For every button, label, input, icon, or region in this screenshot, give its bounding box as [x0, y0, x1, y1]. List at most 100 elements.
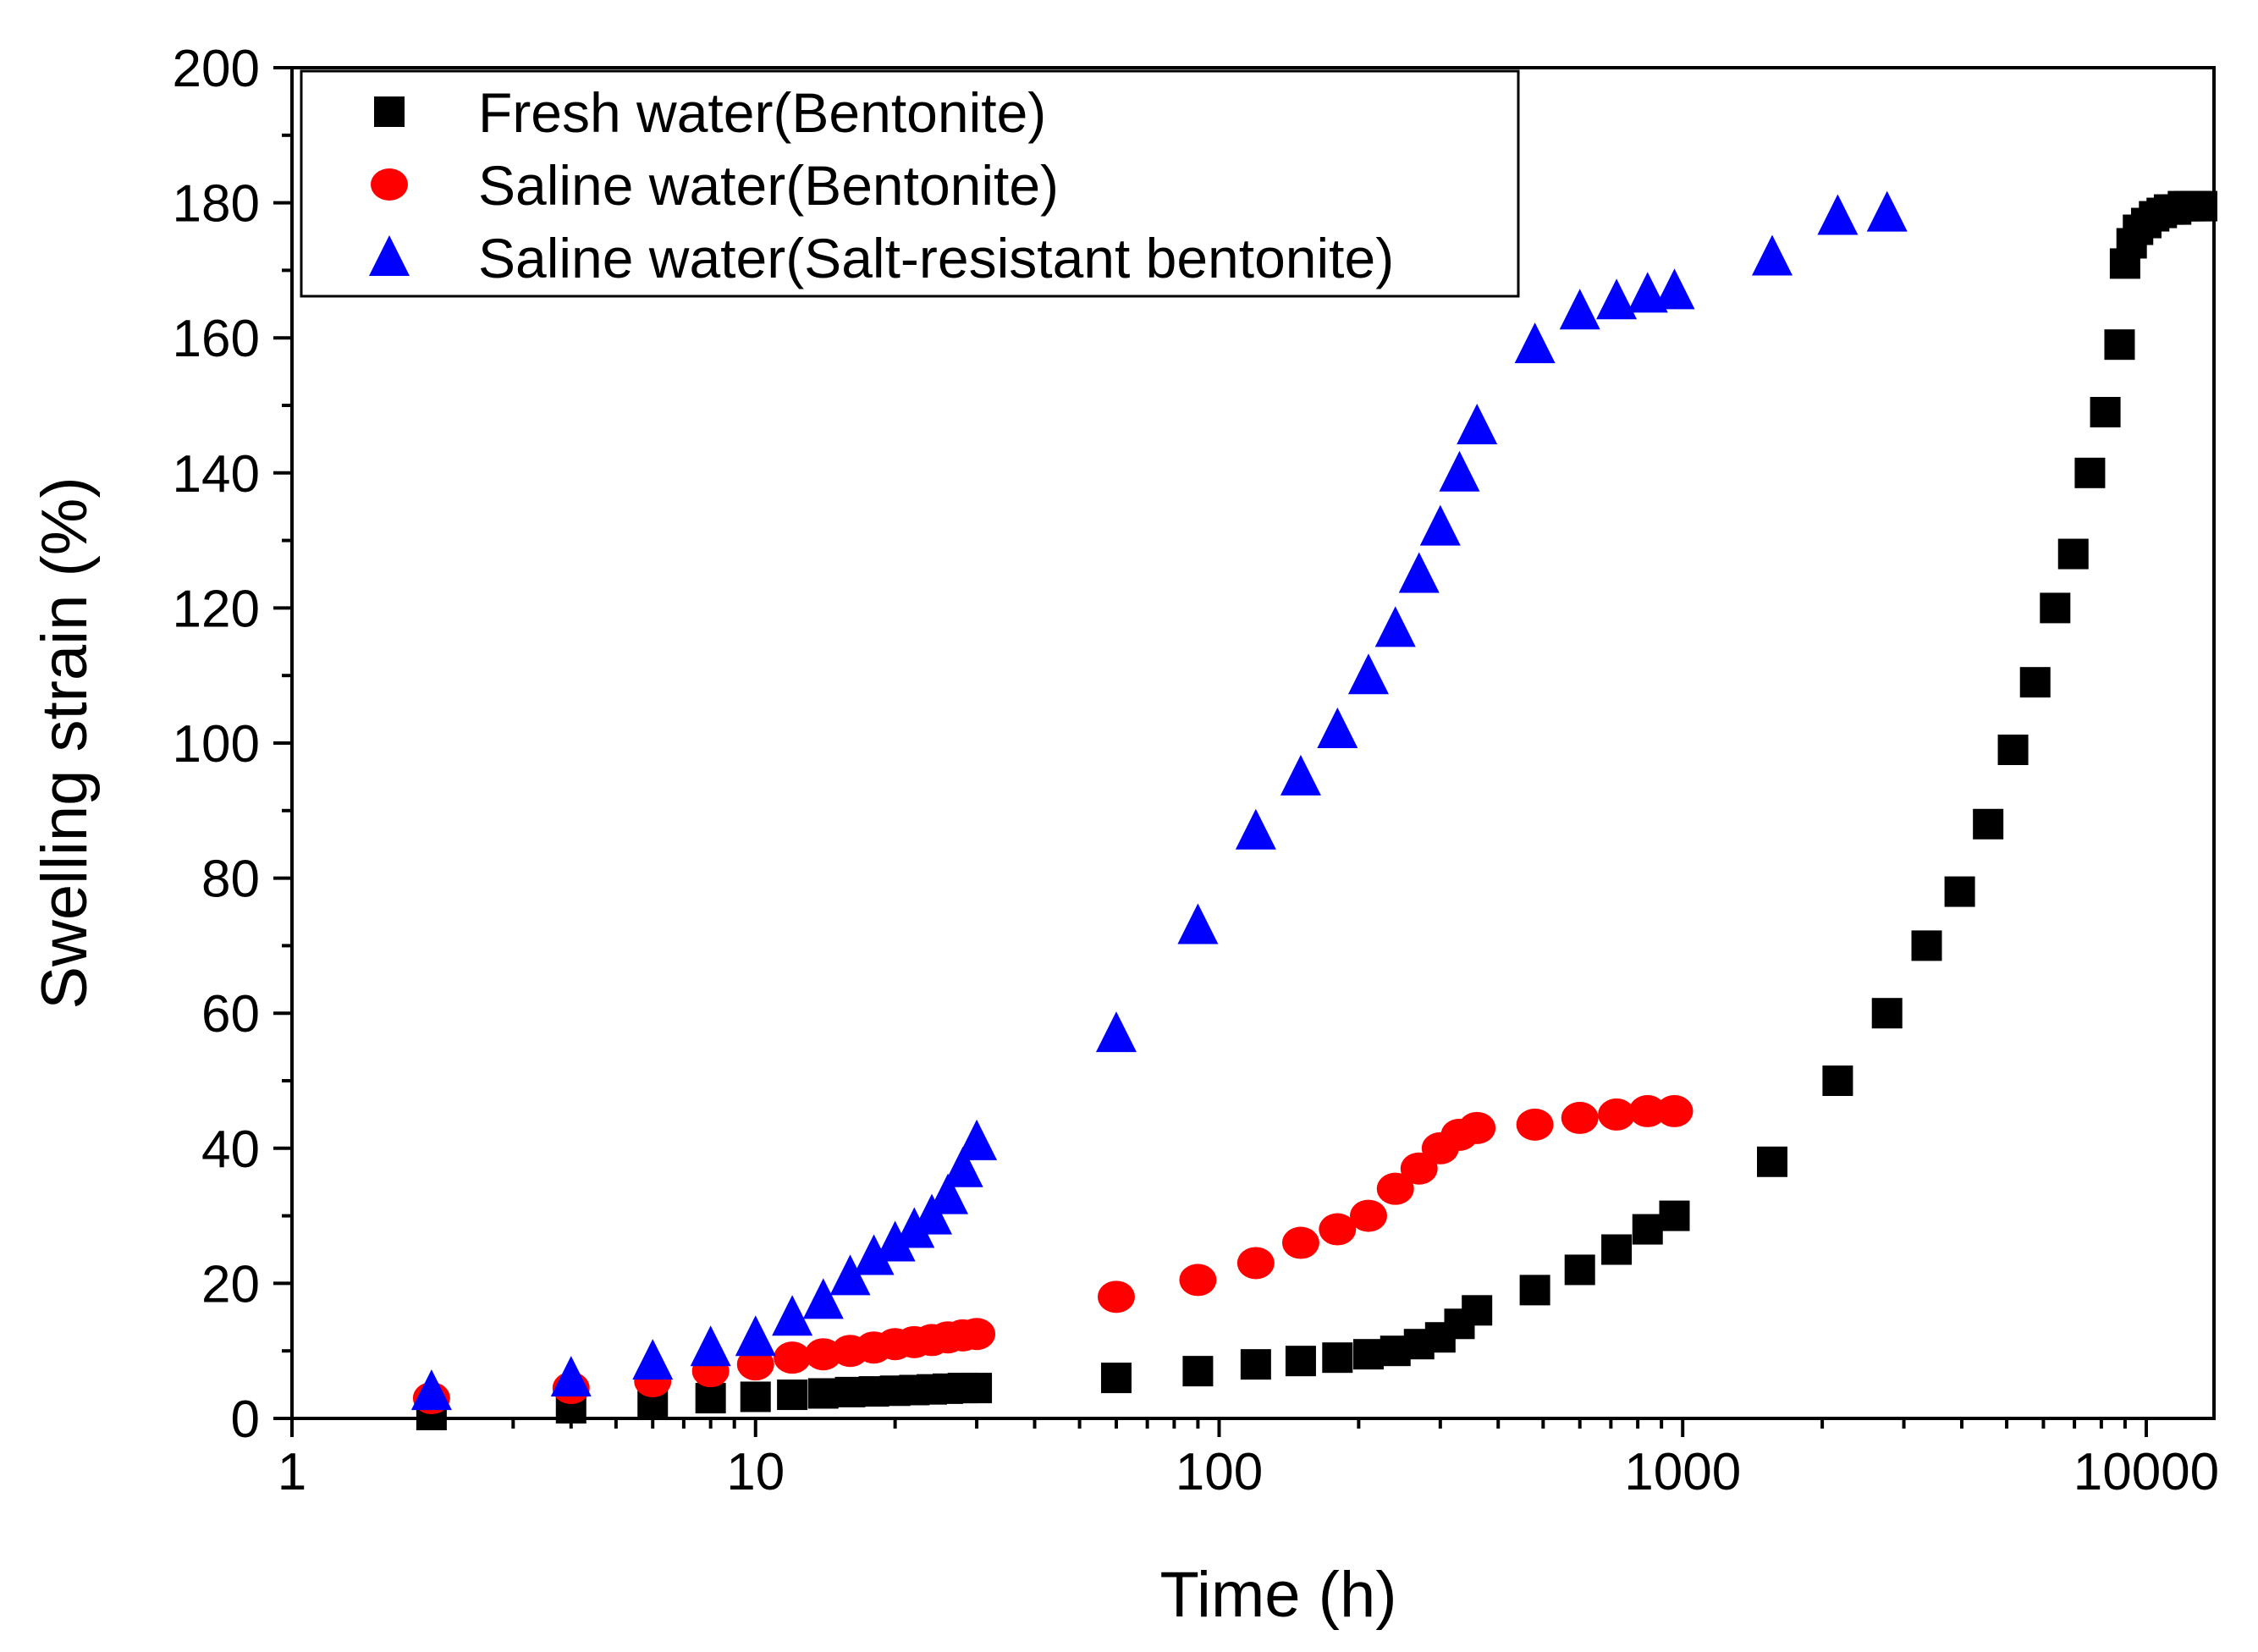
data-point-square [961, 1373, 993, 1404]
data-point-triangle [1280, 754, 1321, 796]
legend-label: Fresh water(Bentonite) [478, 81, 1046, 144]
data-point-triangle [1752, 234, 1793, 276]
y-tick-label: 100 [173, 715, 260, 774]
data-point-triangle [1654, 268, 1695, 310]
data-point-triangle [1095, 1011, 1137, 1053]
data-point-circle [958, 1318, 996, 1351]
data-point-circle [1319, 1213, 1357, 1246]
data-point-square [740, 1381, 771, 1412]
data-point-circle [1655, 1094, 1694, 1127]
y-tick-label: 40 [201, 1121, 260, 1179]
series-triangle-group [410, 190, 1908, 1411]
data-point-square [2074, 457, 2106, 488]
data-point-triangle [1419, 504, 1461, 546]
series-circle-group [412, 1094, 1694, 1415]
y-tick-label: 0 [231, 1390, 260, 1449]
data-point-square [1182, 1356, 1214, 1387]
data-point-triangle [1457, 403, 1498, 444]
axes: 0 20 40 60 80 100 120 140 160 180 200 1 10 100 1000 100… [29, 40, 2219, 1631]
legend-box [300, 69, 1520, 298]
legend-marker-circle [371, 168, 408, 201]
x-tick-label: 1000 [1624, 1443, 1741, 1501]
data-point-square [1285, 1346, 1316, 1377]
data-point-circle [1458, 1111, 1496, 1144]
data-point-square [695, 1383, 726, 1414]
data-point-triangle [1514, 322, 1556, 364]
data-point-square [1944, 876, 1975, 907]
data-point-circle [736, 1348, 774, 1381]
data-point-triangle [1439, 450, 1480, 492]
data-point-circle [1598, 1098, 1636, 1131]
legend-entry: Fresh water(Bentonite) [374, 81, 1046, 144]
data-point-square [1822, 1066, 1853, 1096]
data-point-circle [1516, 1108, 1554, 1141]
data-point-square [1462, 1295, 1493, 1326]
data-point-square [777, 1379, 808, 1411]
data-point-triangle [829, 1254, 871, 1296]
y-tick-label: 80 [201, 851, 260, 909]
data-point-triangle [928, 1173, 969, 1214]
data-point-triangle [1177, 903, 1219, 944]
data-point-circle [774, 1341, 812, 1374]
data-point-square [2057, 538, 2089, 570]
data-point-square [1100, 1363, 1132, 1394]
data-point-triangle [1317, 708, 1358, 749]
x-tick-label: 1 [278, 1443, 306, 1501]
legend-entry: Saline water(Salt-resistant bentonite) [369, 227, 1394, 289]
y-axis-title: Swelling strain (%) [29, 476, 101, 1009]
data-point-triangle [894, 1207, 935, 1248]
data-point-square [1659, 1200, 1690, 1231]
x-tick-label: 10000 [2074, 1443, 2219, 1501]
legend-marker-triangle [369, 235, 410, 276]
data-point-triangle [1398, 552, 1440, 593]
data-point-circle [1561, 1101, 1599, 1134]
legend-label: Saline water(Salt-resistant bentonite) [478, 227, 1394, 289]
data-point-triangle [632, 1339, 674, 1380]
data-point-square [2104, 329, 2135, 361]
data-point-square [2019, 667, 2051, 698]
legend-marker-square [374, 96, 405, 127]
data-point-triangle [410, 1369, 452, 1411]
data-marks [410, 190, 2218, 1431]
data-point-circle [1281, 1226, 1319, 1259]
data-point-triangle [1817, 194, 1859, 235]
data-point-square [1997, 734, 2029, 765]
data-point-triangle [802, 1278, 844, 1319]
data-point-triangle [874, 1220, 916, 1262]
data-point-square [1757, 1146, 1788, 1177]
data-point-triangle [1596, 278, 1638, 320]
data-point-triangle [1374, 606, 1416, 647]
data-point-square [1632, 1214, 1663, 1245]
data-point-triangle [1235, 808, 1276, 850]
x-tick-label: 10 [726, 1443, 785, 1501]
data-point-square [1911, 930, 1942, 961]
data-point-square [1973, 808, 2004, 840]
data-point-triangle [550, 1356, 592, 1397]
series-square-group [416, 190, 2218, 1431]
legend: Fresh water(Bentonite) Saline water(Bento… [300, 69, 1520, 298]
data-point-triangle [735, 1315, 776, 1357]
data-point-square [1240, 1349, 1271, 1380]
data-point-circle [1179, 1264, 1217, 1297]
data-point-square [1519, 1275, 1550, 1306]
y-tick-label: 20 [201, 1255, 260, 1313]
data-point-square [1322, 1342, 1353, 1374]
data-point-triangle [1559, 289, 1600, 330]
data-point-circle [1236, 1247, 1275, 1280]
y-tick-label: 140 [173, 445, 260, 504]
data-point-square [807, 1378, 839, 1409]
data-point-square [1871, 998, 1903, 1029]
data-point-circle [1628, 1094, 1666, 1127]
y-tick-label: 180 [173, 175, 260, 234]
y-tick-label: 160 [173, 310, 260, 368]
data-point-square [1564, 1254, 1595, 1286]
data-point-square [1352, 1339, 1384, 1370]
data-point-triangle [772, 1295, 813, 1336]
data-point-triangle [1866, 190, 1908, 232]
legend-label: Saline water(Bentonite) [478, 154, 1059, 217]
y-tick-label: 120 [173, 580, 260, 638]
data-point-circle [1376, 1172, 1414, 1205]
data-point-triangle [690, 1325, 731, 1367]
y-tick-label: 200 [173, 40, 260, 98]
